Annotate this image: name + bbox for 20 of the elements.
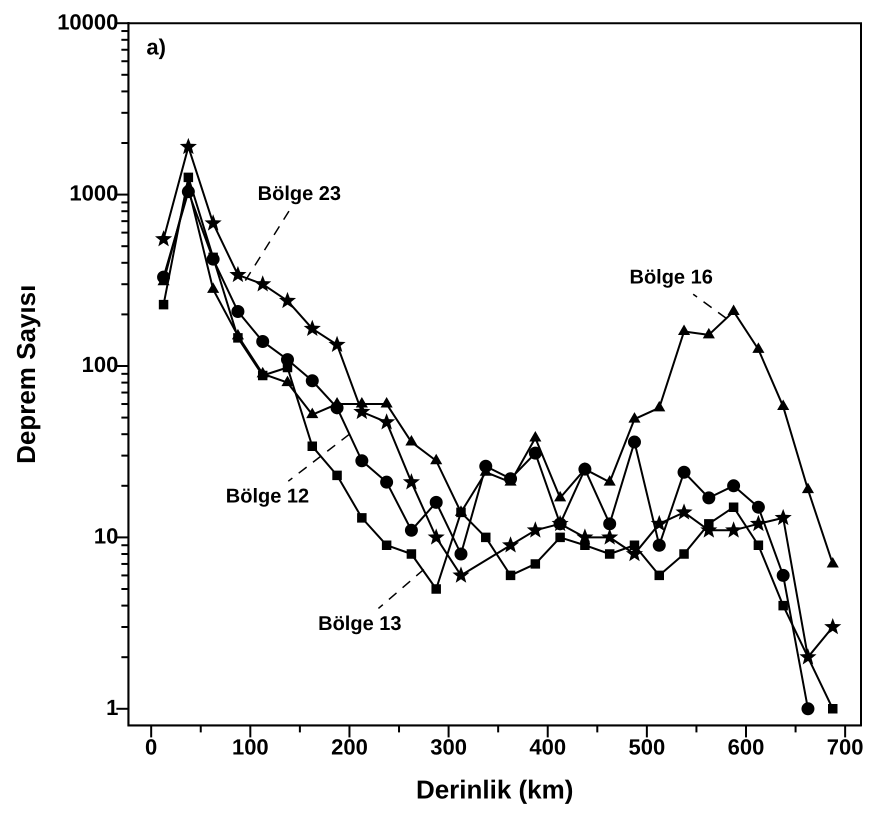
annotation: Bölge 23 [258,183,342,206]
annotation: a) [146,34,166,60]
annotation: Bölge 12 [226,486,310,508]
y-tick-label: 10000 [57,9,118,34]
x-tick-label: 500 [628,734,666,760]
annotation: Bölge 16 [629,266,713,289]
y-tick-label: 100 [82,352,118,378]
y-axis-title: Deprem Sayısı [10,284,41,464]
y-tick-label: 1000 [69,180,118,206]
annotation: Bölge 13 [318,612,402,635]
y-tick-label: 10 [94,523,118,548]
x-tick-label: 200 [331,734,368,760]
x-tick-label: 0 [145,734,158,760]
x-tick-label: 100 [232,734,269,760]
x-tick-label: 700 [826,734,864,760]
x-tick-label: 300 [430,734,467,760]
x-tick-label: 600 [728,734,764,760]
y-tick-label: 1 [106,694,118,720]
x-axis-title: Derinlik (km) [416,774,574,805]
x-tick-label: 400 [529,734,566,760]
